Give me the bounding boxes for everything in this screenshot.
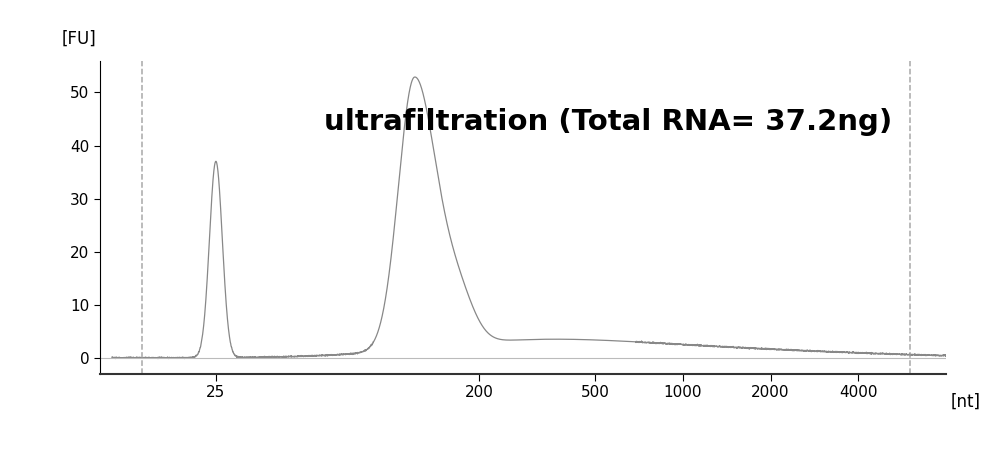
Text: [nt]: [nt] (950, 393, 980, 410)
Text: ultrafiltration (Total RNA= 37.2ng): ultrafiltration (Total RNA= 37.2ng) (324, 108, 892, 136)
Text: [FU]: [FU] (62, 30, 97, 48)
